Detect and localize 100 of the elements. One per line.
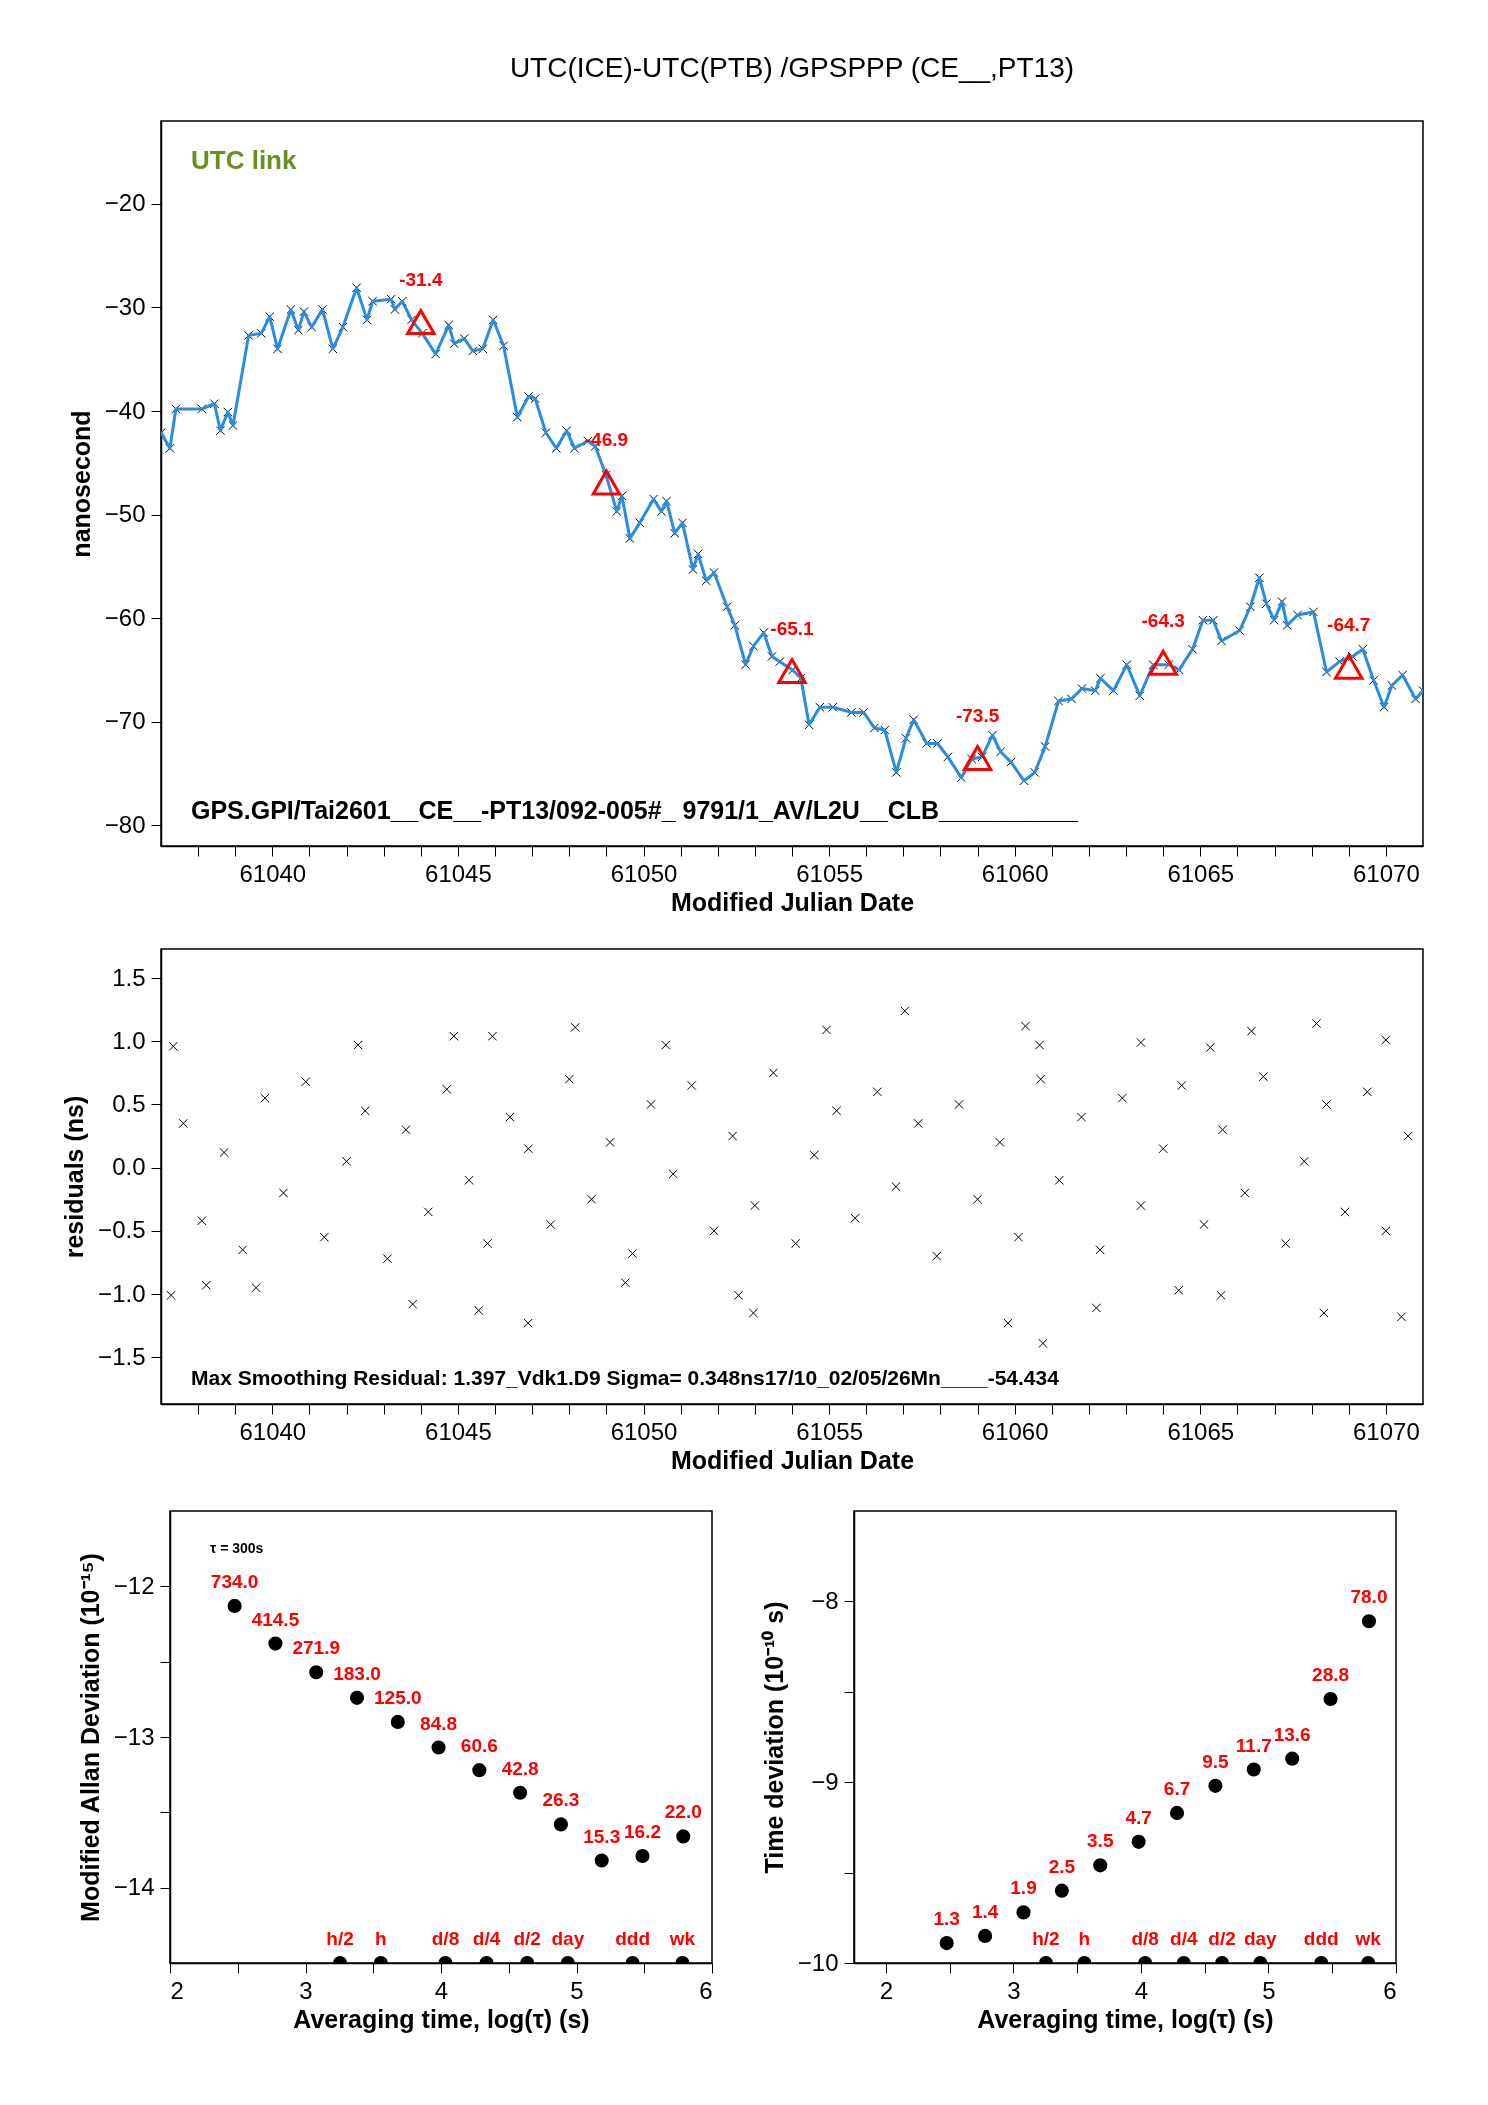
x-tick-label: 61070 bbox=[1353, 859, 1420, 887]
annotation: d/4 bbox=[472, 1928, 501, 1949]
annotation: 13.6 bbox=[1273, 1723, 1311, 1745]
annotation: Max Smoothing Residual: 1.397_Vdk1.D9 Sigma= 0.348ns17/10_02/05/26Mn____-54.434 bbox=[191, 1366, 1060, 1389]
y-tick-label: −1.0 bbox=[98, 1279, 146, 1307]
x-axis-title: Modified Julian Date bbox=[670, 1445, 915, 1474]
point bbox=[591, 469, 622, 496]
annotation: h/2 bbox=[326, 1928, 354, 1949]
x-tick-label: 4 bbox=[1134, 1976, 1149, 2004]
y-tick-label: −0.5 bbox=[98, 1216, 146, 1244]
x-tick-label: 61050 bbox=[610, 1417, 678, 1445]
x-tick-label: 61060 bbox=[981, 859, 1049, 887]
annotation: 60.6 bbox=[460, 1735, 498, 1757]
annotation: 125.0 bbox=[374, 1686, 422, 1708]
y-axis-title: Time deviation (10⁻¹⁰ s) bbox=[759, 1601, 788, 1874]
annotation: d/4 bbox=[1170, 1928, 1198, 1949]
annotation: 15.3 bbox=[583, 1825, 621, 1847]
annotation: 1.9 bbox=[1010, 1877, 1037, 1899]
x-tick-label: 4 bbox=[434, 1976, 449, 2004]
x-tick-label: 61045 bbox=[425, 859, 492, 887]
y-tick-label: −9 bbox=[811, 1767, 839, 1795]
annotation: 734.0 bbox=[210, 1570, 259, 1592]
x-tick-label: 3 bbox=[1007, 1976, 1021, 2004]
annotation: 42.8 bbox=[501, 1757, 539, 1779]
y-tick-label: −12 bbox=[113, 1571, 155, 1599]
y-tick-label: −8 bbox=[811, 1586, 839, 1614]
y-tick-label: 1.0 bbox=[112, 1026, 146, 1054]
point bbox=[406, 308, 436, 335]
annotation: wk bbox=[668, 1928, 696, 1949]
x-tick-label: 61050 bbox=[610, 859, 678, 887]
y-tick-label: 0.0 bbox=[112, 1153, 146, 1181]
annotation: ddd bbox=[615, 1928, 651, 1949]
annotation: GPS.GPI/Tai2601__CE__-PT13/092-005#_ 9791/1_AV/L2U__CLB__________ bbox=[191, 796, 1080, 824]
y-tick-label: 1.5 bbox=[112, 963, 146, 991]
annotation: UTC link bbox=[191, 145, 297, 175]
x-tick-label: 61060 bbox=[981, 1417, 1049, 1445]
annotation: day bbox=[551, 1928, 585, 1949]
annotation: 11.7 bbox=[1235, 1734, 1272, 1756]
x-tick-label: 61040 bbox=[239, 1417, 307, 1445]
y-tick-label: −20 bbox=[104, 189, 146, 217]
annotation: h/2 bbox=[1032, 1928, 1060, 1949]
annotation: 84.8 bbox=[420, 1712, 458, 1734]
data-label: -65.1 bbox=[770, 617, 815, 639]
annotation: 4.7 bbox=[1125, 1806, 1152, 1828]
annotation: 3.5 bbox=[1087, 1830, 1114, 1852]
annotation: 22.0 bbox=[664, 1801, 702, 1823]
annotation: d/2 bbox=[513, 1928, 541, 1949]
annotation: h bbox=[1078, 1928, 1091, 1949]
x-tick-label: 61070 bbox=[1353, 1417, 1420, 1445]
annotation: 414.5 bbox=[251, 1608, 300, 1630]
x-tick-label: 2 bbox=[170, 1976, 184, 2004]
y-tick-label: −14 bbox=[113, 1873, 155, 1901]
data-label: -64.7 bbox=[1327, 613, 1371, 635]
y-tick-label: −30 bbox=[104, 292, 146, 320]
x-tick-label: 61055 bbox=[796, 859, 863, 887]
data-label: -31.4 bbox=[399, 268, 443, 290]
y-tick-label: −10 bbox=[797, 1948, 839, 1976]
x-tick-label: 6 bbox=[1383, 1976, 1397, 2004]
x-tick-label: 61045 bbox=[425, 1417, 492, 1445]
x-axis-title: Modified Julian Date bbox=[670, 887, 915, 916]
x-axis-title: Averaging time, log(τ) (s) bbox=[977, 2004, 1274, 2033]
annotation: 9.5 bbox=[1202, 1750, 1230, 1772]
x-tick-label: 61055 bbox=[796, 1417, 863, 1445]
x-tick-label: 61065 bbox=[1167, 859, 1235, 887]
point bbox=[777, 658, 807, 684]
annotation: 6.7 bbox=[1163, 1777, 1191, 1799]
x-tick-label: 61040 bbox=[239, 859, 307, 887]
y-axis-title: Modified Allan Deviation (10⁻¹⁵) bbox=[75, 1553, 104, 1922]
y-tick-label: −80 bbox=[104, 810, 146, 838]
y-axis-title: residuals (ns) bbox=[60, 1095, 89, 1259]
point bbox=[1148, 649, 1178, 676]
annotation: 26.3 bbox=[542, 1789, 580, 1811]
x-tick-label: 5 bbox=[570, 1976, 584, 2004]
annotation: day bbox=[1243, 1928, 1278, 1949]
annotation: wk bbox=[1354, 1928, 1382, 1949]
y-axis-title: nanosecond bbox=[66, 410, 95, 558]
x-tick-label: 6 bbox=[699, 1976, 713, 2004]
annotation: 183.0 bbox=[333, 1662, 381, 1684]
x-axis-title: Averaging time, log(τ) (s) bbox=[293, 2004, 590, 2033]
annotation: τ = 300s bbox=[210, 1540, 264, 1556]
annotation: 271.9 bbox=[292, 1637, 340, 1659]
y-tick-label: −13 bbox=[113, 1722, 155, 1750]
annotation: d/8 bbox=[1131, 1928, 1159, 1949]
x-tick-label: 61065 bbox=[1167, 1417, 1235, 1445]
annotation: 2.5 bbox=[1048, 1855, 1076, 1877]
point bbox=[1334, 653, 1364, 680]
annotation: 1.4 bbox=[971, 1900, 999, 1922]
annotation: 78.0 bbox=[1350, 1586, 1388, 1608]
chart-title: UTC(ICE)-UTC(PTB) /GPSPPP (CE__,PT13) bbox=[509, 52, 1075, 83]
x-tick-label: 2 bbox=[879, 1976, 894, 2004]
annotation: 1.3 bbox=[933, 1908, 960, 1930]
data-label: -73.5 bbox=[955, 704, 1000, 726]
annotation: d/2 bbox=[1208, 1928, 1236, 1949]
y-tick-label: −50 bbox=[104, 500, 146, 528]
y-tick-label: −60 bbox=[104, 603, 146, 631]
y-tick-label: 0.5 bbox=[112, 1089, 146, 1117]
y-tick-label: −40 bbox=[104, 396, 146, 424]
y-tick-label: −1.5 bbox=[98, 1342, 146, 1370]
data-label: -64.3 bbox=[1141, 609, 1185, 631]
annotation: h bbox=[375, 1928, 387, 1949]
